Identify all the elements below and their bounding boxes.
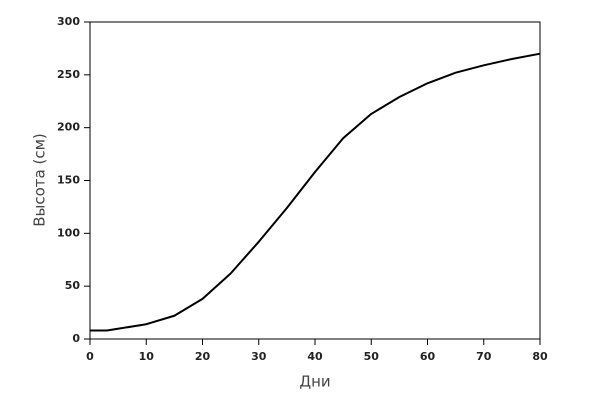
- y-tick-label: 50: [65, 279, 81, 292]
- y-tick-label: 300: [57, 15, 80, 28]
- x-tick-label: 50: [364, 350, 380, 363]
- x-tick-label: 60: [420, 350, 436, 363]
- line-series: [90, 52, 541, 332]
- plot-frame: [89, 21, 541, 340]
- x-tick-label: 10: [139, 350, 155, 363]
- x-tick-label: 0: [86, 350, 94, 363]
- y-tick-label: 0: [72, 332, 80, 345]
- y-tick-label: 200: [57, 121, 80, 134]
- y-axis-title: Высота (см): [31, 133, 49, 227]
- y-tick-label: 250: [57, 68, 80, 81]
- x-tick-label: 40: [307, 350, 323, 363]
- x-tick-label: 80: [532, 350, 548, 363]
- x-axis-title: Дни: [299, 373, 330, 391]
- x-tick-label: 70: [476, 350, 492, 363]
- y-tick-label: 100: [57, 226, 80, 239]
- y-tick-label: 150: [57, 174, 80, 187]
- x-tick-label: 30: [251, 350, 267, 363]
- x-tick-label: 20: [195, 350, 211, 363]
